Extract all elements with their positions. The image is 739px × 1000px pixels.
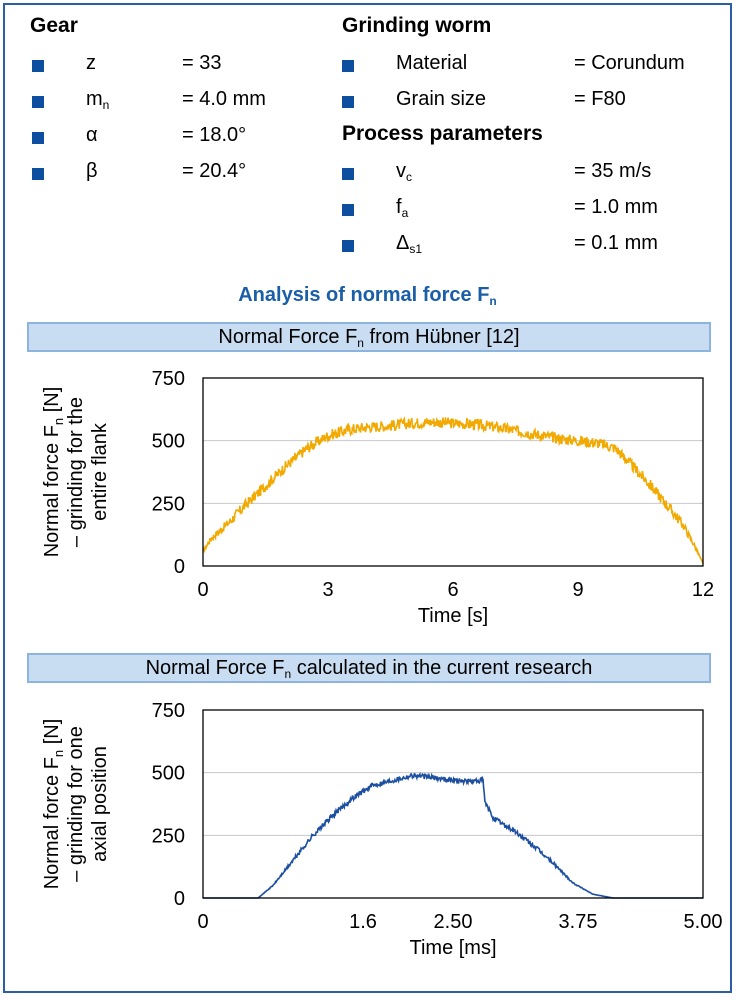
worm-param-row: Grain size = F80 — [342, 88, 672, 116]
bullet-square-icon — [32, 96, 44, 108]
bullet-square-icon — [342, 96, 354, 108]
gear-param-row: β = 20.4° — [32, 160, 362, 188]
gear-param-value: = 20.4° — [182, 160, 247, 182]
y-axis-label-line: axial position — [89, 746, 111, 862]
gear-heading: Gear — [30, 14, 78, 37]
y-axis-label-line: – grinding for one — [65, 726, 87, 882]
gear-param-value: = 33 — [182, 52, 222, 74]
process-parameters-heading: Process parameters — [342, 122, 543, 145]
worm-param-value: = F80 — [574, 88, 626, 110]
chart-banner-hubner: Normal Force Fn from Hübner [12] — [27, 322, 711, 352]
series-line — [203, 771, 703, 899]
worm-param-row: Material = Corundum — [342, 52, 685, 80]
y-tick-label: 500 — [152, 763, 185, 785]
bullet-square-icon — [342, 240, 354, 252]
plot-area — [202, 377, 704, 567]
figure-frame — [3, 3, 732, 993]
x-tick-label: 1.6 — [349, 911, 377, 933]
bullet-square-icon — [342, 168, 354, 180]
chart-banner-current-research: Normal Force Fn calculated in the curren… — [27, 653, 711, 683]
y-tick-label: 500 — [152, 431, 185, 453]
normal-force-chart-current-research: 0 250 500 750 0 1.6 2.50 3.75 5.00 Time [ms] Norma… — [41, 700, 723, 959]
process-param-label: Δs1 — [396, 232, 423, 256]
gear-param-label: α — [86, 124, 98, 146]
bullet-square-icon — [32, 168, 44, 180]
y-axis-label-line: entire flank — [89, 422, 111, 521]
process-param-label: fa — [396, 196, 409, 220]
x-tick-label: 3.75 — [559, 911, 598, 933]
x-tick-label: 0 — [197, 579, 208, 601]
y-tick-label: 0 — [174, 888, 185, 910]
bullet-square-icon — [342, 204, 354, 216]
gear-param-row: α = 18.0° — [32, 124, 362, 152]
x-tick-label: 0 — [197, 911, 208, 933]
process-param-row: vc = 35 m/s — [342, 160, 672, 188]
process-param-value: = 1.0 mm — [574, 196, 658, 218]
plot-area — [202, 709, 704, 899]
series-line — [202, 416, 704, 564]
gear-param-value: = 18.0° — [182, 124, 247, 146]
gear-param-row: mn = 4.0 mm — [32, 88, 362, 116]
gear-param-label: β — [86, 160, 98, 182]
gear-param-row: z = 33 — [32, 52, 362, 80]
process-param-value: = 0.1 mm — [574, 232, 658, 254]
y-axis-label-line: Normal force Fn [N] — [41, 387, 66, 558]
x-tick-label: 5.00 — [684, 911, 723, 933]
normal-force-chart-hubner: 0 250 500 750 0 3 6 9 12 Time [s] Normal force Fn … — [41, 368, 714, 627]
y-tick-label: 750 — [152, 700, 185, 722]
gear-param-label: mn — [86, 88, 110, 112]
y-tick-label: 250 — [152, 825, 185, 847]
x-tick-label: 6 — [447, 579, 458, 601]
x-tick-label: 12 — [692, 579, 714, 601]
process-param-value: = 35 m/s — [574, 160, 652, 182]
bullet-square-icon — [32, 132, 44, 144]
x-tick-label: 2.50 — [434, 911, 473, 933]
worm-param-label: Grain size — [396, 88, 487, 110]
worm-param-value: = Corundum — [574, 52, 685, 74]
x-axis-label: Time [ms] — [409, 937, 496, 959]
gear-param-label: z — [86, 52, 96, 74]
process-param-label: vc — [396, 160, 412, 184]
y-tick-label: 250 — [152, 493, 185, 515]
gear-param-value: = 4.0 mm — [182, 88, 266, 110]
analysis-title: Analysis of normal force Fn — [238, 284, 497, 308]
grinding-worm-heading: Grinding worm — [342, 14, 492, 37]
process-param-row: Δs1 = 0.1 mm — [342, 232, 672, 260]
y-tick-label: 750 — [152, 368, 185, 390]
x-tick-label: 3 — [322, 579, 333, 601]
y-axis-label-line: Normal force Fn [N] — [41, 719, 66, 890]
y-tick-label: 0 — [174, 556, 185, 578]
y-axis-label-line: – grinding for the — [65, 397, 87, 547]
bullet-square-icon — [32, 60, 44, 72]
x-axis-label: Time [s] — [418, 605, 488, 627]
process-param-row: fa = 1.0 mm — [342, 196, 672, 224]
x-tick-label: 9 — [572, 579, 583, 601]
worm-param-label: Material — [396, 52, 468, 74]
bullet-square-icon — [342, 60, 354, 72]
